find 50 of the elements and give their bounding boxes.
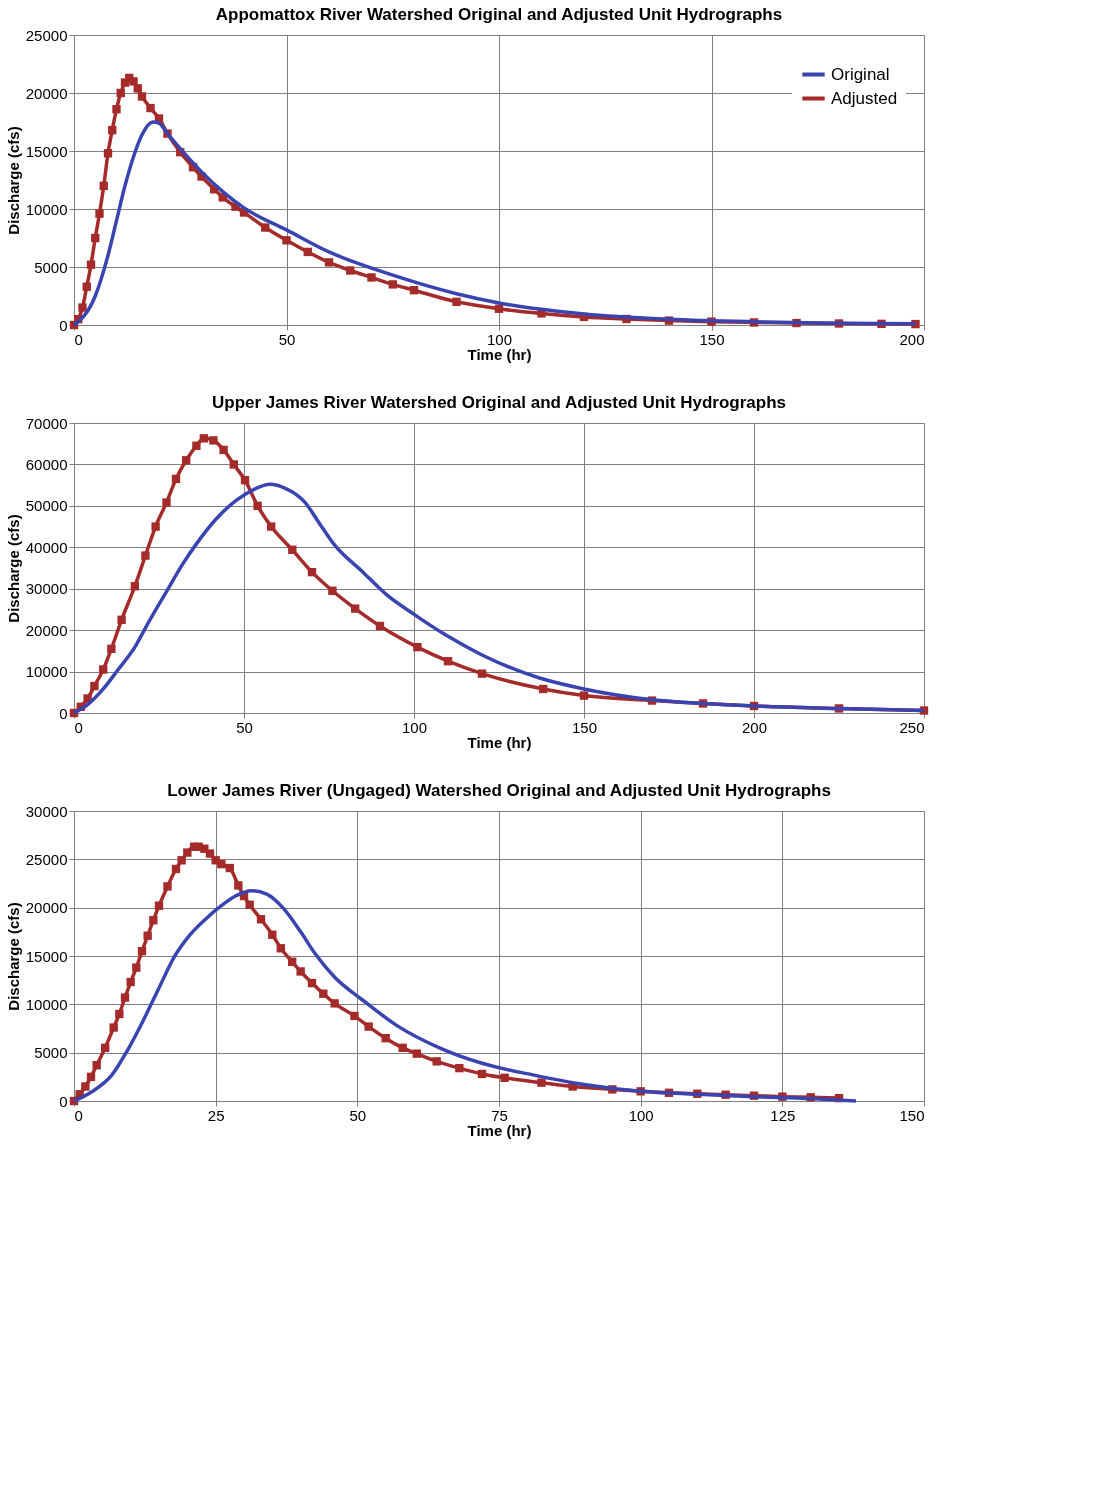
y-tick-label: 50000: [25, 497, 68, 515]
y-tick-label: 10000: [25, 200, 68, 218]
y-tick-label: 15000: [25, 142, 68, 160]
x-tick-label: 200: [741, 718, 768, 736]
x-axis-title: Time (hr): [467, 345, 532, 363]
x-tick-label: 150: [899, 1106, 925, 1124]
x-tick-label: 0: [74, 1106, 83, 1124]
x-tick-label: 100: [628, 1106, 654, 1124]
y-tick-label: 25000: [25, 26, 68, 44]
x-tick-label: 150: [571, 718, 598, 736]
y-tick-label: 15000: [25, 947, 68, 965]
x-tick-label: 75: [491, 1106, 508, 1124]
x-tick-label: 150: [699, 330, 725, 348]
y-tick-label: 30000: [25, 580, 68, 598]
x-axis-title: Time (hr): [467, 1121, 532, 1139]
y-tick-label: 5000: [34, 1044, 68, 1062]
x-tick-label: 200: [899, 330, 925, 348]
chart-title: Appomattox River Watershed Original and Adjusted Unit Hydrographs: [215, 5, 783, 24]
x-tick-label: 0: [74, 718, 83, 736]
y-tick-label: 10000: [25, 995, 68, 1013]
y-tick-label: 20000: [25, 84, 68, 102]
x-tick-label: 50: [349, 1106, 367, 1124]
x-tick-label: 50: [278, 330, 296, 348]
y-tick-label: 30000: [25, 802, 68, 820]
x-tick-label: 50: [236, 718, 253, 736]
x-axis-title: Time (hr): [467, 733, 532, 751]
y-tick-label: 20000: [25, 621, 68, 639]
y-tick-label: 10000: [25, 663, 68, 681]
y-axis-title: Discharge (cfs): [4, 126, 22, 235]
chart-title: Lower James River (Ungaged) Watershed Original and Adjusted Unit Hydrographs: [167, 781, 831, 800]
x-tick-label: 100: [486, 330, 513, 348]
x-tick-label: 250: [899, 718, 925, 736]
y-tick-label: 20000: [25, 899, 68, 917]
y-tick-label: 5000: [34, 258, 68, 276]
x-tick-label: 100: [401, 718, 428, 736]
x-tick-label: 25: [207, 1106, 225, 1124]
y-axis-title: Discharge (cfs): [4, 514, 22, 623]
y-tick-label: 40000: [25, 538, 68, 556]
y-tick-label: 0: [59, 316, 68, 334]
chart-title: Upper James River Watershed Original and Adjusted Unit Hydrographs: [211, 393, 787, 412]
legend-label: Adjusted: [831, 88, 898, 108]
x-tick-label: 125: [770, 1106, 796, 1124]
y-tick-label: 25000: [25, 850, 68, 868]
y-tick-label: 60000: [25, 455, 68, 473]
y-tick-label: 0: [59, 704, 68, 722]
legend-label: Original: [831, 64, 890, 84]
y-tick-label: 70000: [25, 414, 68, 432]
y-axis-title: Discharge (cfs): [4, 902, 22, 1011]
x-tick-label: 0: [74, 330, 83, 348]
y-tick-label: 0: [59, 1092, 68, 1110]
